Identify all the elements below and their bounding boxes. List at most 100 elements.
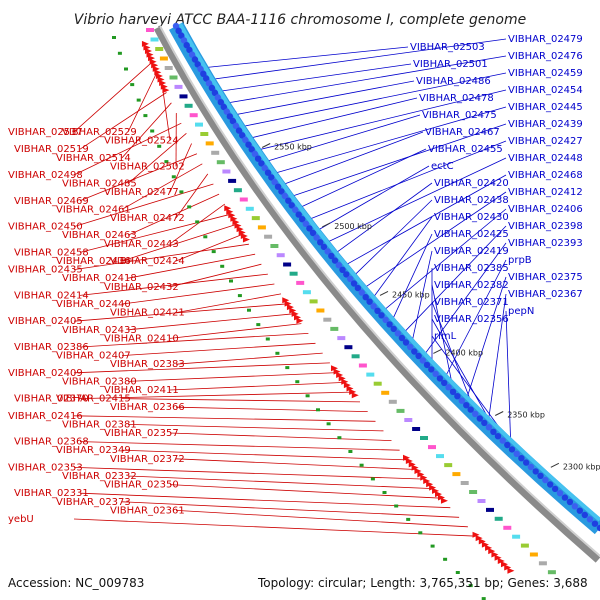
reverse-feature-arrow — [349, 388, 357, 395]
forward-connector-line — [303, 140, 507, 222]
feature-block — [239, 197, 248, 202]
feature-block — [245, 206, 254, 211]
reverse-feature-arrow — [435, 491, 443, 498]
reverse-connector-line — [79, 92, 167, 150]
forward-feature-arrow — [194, 61, 201, 68]
reverse-gene-label: VIBHAR_02432 — [104, 282, 179, 293]
forward-gene-label: VIBHAR_02503 — [410, 42, 485, 53]
forward-feature-arrow — [463, 402, 470, 409]
forward-feature-arrow — [366, 298, 373, 305]
forward-feature-arrow — [223, 108, 230, 115]
forward-feature-arrow — [295, 211, 302, 218]
gc-marker — [359, 463, 364, 467]
forward-connector-line — [442, 259, 507, 382]
forward-feature-arrow — [561, 494, 569, 501]
reverse-gene-label: VIBHAR_02361 — [110, 505, 185, 516]
reverse-feature-arrow — [338, 375, 346, 382]
feature-block — [477, 499, 486, 503]
reverse-feature-arrow — [291, 310, 299, 317]
forward-feature-arrow — [518, 455, 525, 462]
forward-gene-label: VIBHAR_02382 — [434, 280, 509, 291]
forward-connector-line — [269, 106, 507, 176]
forward-feature-arrow — [490, 428, 497, 435]
accession-text: Accession: NC_009783 — [8, 576, 144, 590]
forward-feature-arrow — [214, 94, 221, 101]
forward-feature-arrow — [467, 406, 474, 413]
forward-feature-arrow — [331, 257, 339, 264]
topology-text: Topology: circular; Length: 3,765,351 bp… — [257, 576, 588, 590]
feature-block — [264, 234, 273, 239]
forward-feature-arrow — [596, 524, 600, 532]
gc-marker — [326, 422, 331, 426]
reverse-gene-label: VIBHAR_02440 — [56, 299, 131, 310]
feature-block — [412, 427, 421, 431]
gc-marker — [394, 504, 399, 508]
forward-connector-line — [277, 131, 424, 187]
reverse-gene-label: VIBHAR_02414 — [14, 290, 89, 301]
forward-gene-label: VIBHAR_02430 — [434, 212, 509, 223]
reverse-feature-arrow — [426, 481, 434, 488]
forward-feature-arrow — [200, 70, 207, 78]
forward-gene-label: VIBHAR_02478 — [419, 93, 494, 104]
feature-block — [381, 390, 390, 395]
forward-feature-arrow — [186, 46, 193, 54]
reverse-gene-label: VIBHAR_02407 — [56, 351, 131, 362]
forward-gene-label: VIBHAR_02406 — [508, 204, 583, 215]
forward-feature-arrow — [370, 303, 377, 310]
reverse-gene-label: VIBHAR_02519 — [14, 144, 89, 155]
forward-gene-label: pepN — [508, 306, 534, 317]
feature-arrows — [112, 22, 600, 600]
forward-feature-arrow — [454, 393, 461, 400]
reverse-connector-line — [121, 449, 408, 461]
tick-label: 2550 kbp — [274, 142, 312, 151]
reverse-feature-arrow — [491, 551, 499, 558]
reverse-connector-line — [73, 415, 376, 422]
forward-feature-arrow — [485, 424, 493, 431]
forward-feature-arrow — [354, 284, 362, 292]
forward-feature-arrow — [248, 146, 255, 153]
forward-connector-line — [252, 89, 507, 152]
feature-block — [420, 436, 428, 440]
forward-feature-arrow — [532, 468, 539, 475]
forward-gene-label: VIBHAR_02448 — [508, 153, 583, 164]
gc-marker — [316, 408, 320, 412]
reverse-connector-line — [127, 71, 158, 133]
reverse-gene-label: VIBHAR_02524 — [104, 136, 179, 147]
backbone-arc-highlight — [159, 25, 600, 557]
forward-connector-line — [350, 199, 433, 280]
reverse-feature-arrow — [494, 554, 502, 561]
backbone-arc — [153, 26, 600, 563]
forward-feature-arrow — [211, 89, 219, 97]
reverse-connector-line — [73, 518, 477, 537]
gc-marker — [124, 67, 128, 71]
feature-block — [251, 216, 260, 221]
forward-gene-label: VIBHAR_02420 — [434, 178, 509, 189]
forward-feature-arrow — [245, 141, 252, 148]
forward-feature-arrow — [350, 280, 358, 287]
forward-feature-arrow — [476, 415, 483, 422]
reverse-feature-arrow — [488, 548, 496, 555]
reverse-feature-arrow — [224, 205, 232, 212]
reverse-feature-arrow — [423, 477, 431, 484]
reverse-connector-line — [73, 61, 153, 133]
forward-connector-line — [331, 182, 433, 257]
reverse-feature-arrow — [228, 212, 236, 219]
forward-gene-label: VIBHAR_02375 — [508, 272, 583, 283]
forward-feature-arrow — [271, 178, 278, 186]
reverse-connector-line — [169, 323, 302, 339]
reverse-feature-arrow — [507, 567, 515, 574]
forward-feature-arrow — [374, 307, 381, 314]
reverse-gene-label: VIBHAR_02357 — [104, 428, 179, 439]
reverse-connector-line — [79, 153, 198, 202]
forward-feature-arrow — [382, 316, 389, 324]
reverse-feature-arrow — [485, 544, 493, 551]
forward-feature-arrow — [449, 388, 457, 395]
reverse-gene-label: VIBHAR_02386 — [14, 342, 89, 353]
forward-gene-label: VIBHAR_02501 — [413, 59, 488, 70]
reverse-connector-line — [73, 183, 214, 227]
gc-marker — [203, 235, 208, 239]
gc-marker — [455, 571, 460, 574]
forward-gene-label: VIBHAR_02439 — [508, 119, 583, 130]
gc-marker — [348, 450, 353, 453]
